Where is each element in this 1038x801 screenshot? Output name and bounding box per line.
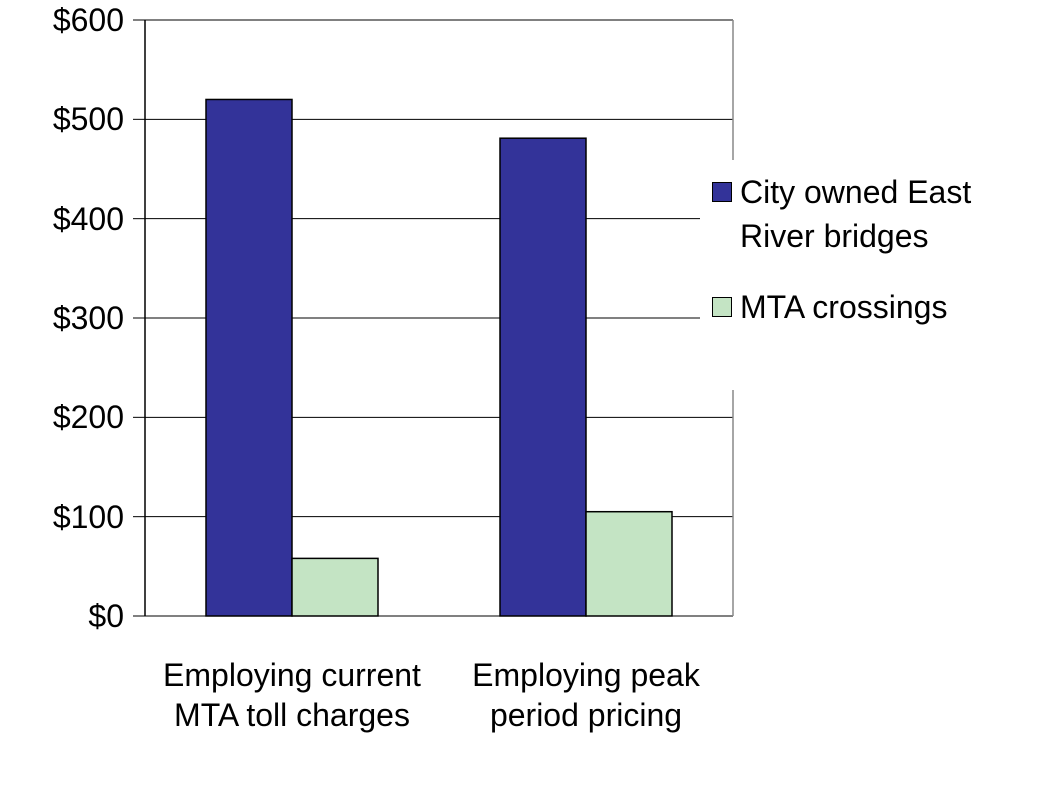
y-tick-label: $100 bbox=[52, 498, 124, 535]
legend-label: City owned East River bridges bbox=[740, 174, 972, 254]
bar bbox=[585, 510, 673, 617]
bar bbox=[205, 98, 293, 617]
bar bbox=[291, 557, 379, 617]
legend-swatch bbox=[712, 297, 732, 317]
y-tick-label: $400 bbox=[52, 200, 124, 237]
legend: City owned East River bridges MTA crossin… bbox=[700, 160, 1038, 390]
x-tick-label: Employing peak period pricing bbox=[472, 657, 700, 733]
y-tick-label: $500 bbox=[52, 101, 124, 138]
y-tick-label: $300 bbox=[52, 300, 124, 336]
y-tick-label: $0 bbox=[88, 598, 124, 634]
bar bbox=[499, 137, 587, 617]
y-tick-label: $200 bbox=[52, 399, 124, 436]
legend-label: MTA crossings bbox=[740, 289, 948, 325]
x-tick-label: Employing current MTA toll charges bbox=[163, 657, 421, 733]
legend-swatch bbox=[712, 182, 732, 202]
y-tick-label: $600 bbox=[52, 2, 124, 38]
